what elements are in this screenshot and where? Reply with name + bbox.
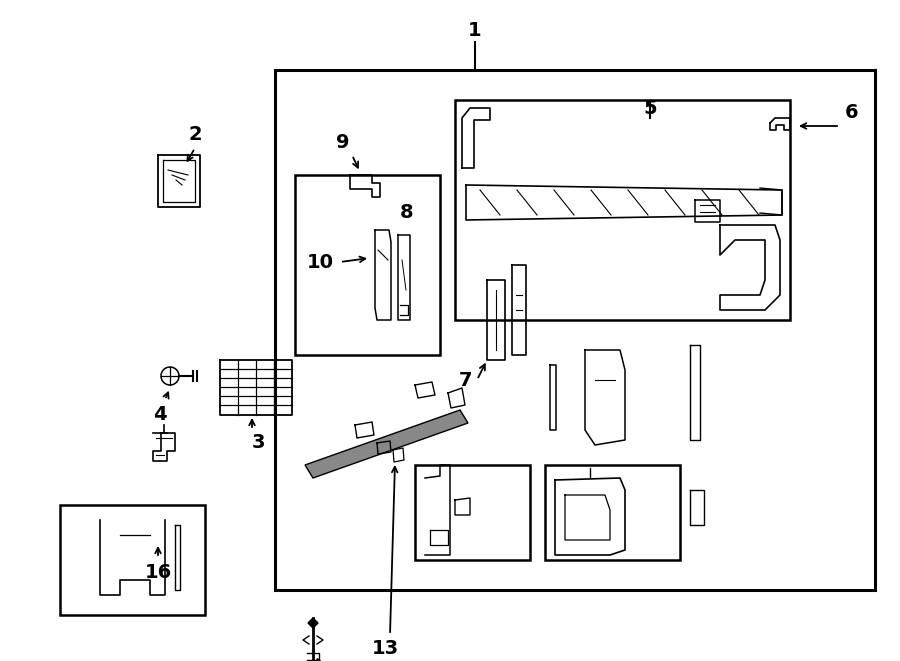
Text: 9: 9 — [337, 132, 350, 151]
Text: 1: 1 — [468, 20, 482, 40]
Bar — [415, 465, 530, 560]
Text: 7: 7 — [458, 371, 472, 389]
Bar — [60, 505, 205, 615]
Polygon shape — [305, 410, 468, 478]
Text: 3: 3 — [251, 434, 265, 453]
Text: 16: 16 — [144, 563, 172, 582]
Text: 6: 6 — [845, 104, 859, 122]
Bar — [455, 100, 790, 320]
Bar — [545, 465, 680, 560]
Bar — [295, 175, 440, 355]
Text: 5: 5 — [644, 98, 657, 118]
Text: 10: 10 — [307, 253, 334, 272]
Text: 2: 2 — [188, 126, 202, 145]
Text: 13: 13 — [372, 639, 399, 658]
Bar — [275, 70, 875, 590]
Text: 4: 4 — [153, 405, 166, 424]
Polygon shape — [308, 618, 318, 628]
Text: 8: 8 — [400, 202, 414, 221]
